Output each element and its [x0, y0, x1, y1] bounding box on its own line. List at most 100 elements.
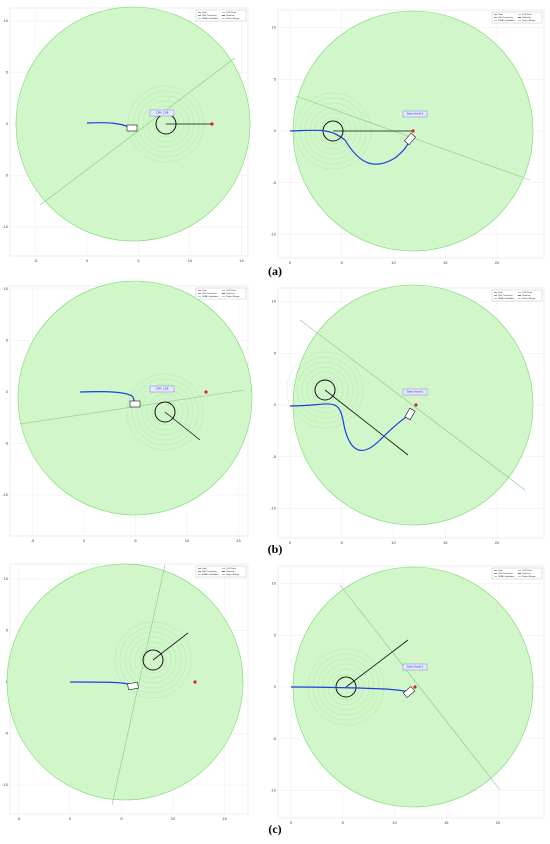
goal	[411, 129, 415, 133]
y-tick-label: 0	[274, 684, 277, 689]
legend-box	[491, 567, 543, 580]
y-tick-label: -10	[270, 506, 277, 511]
usv-boat	[129, 400, 141, 408]
legend-box	[195, 287, 247, 300]
legend-entry: Goal	[202, 568, 207, 570]
usv-boat	[127, 681, 139, 691]
cost-contour	[311, 376, 339, 404]
y-tick-label: 10	[4, 576, 9, 581]
legend-entry: DWA Candidates	[202, 573, 219, 576]
annotation-box	[149, 385, 175, 393]
sector-line	[111, 564, 166, 806]
y-tick-label: -10	[270, 232, 277, 237]
x-tick-label: -5	[31, 538, 35, 543]
x-tick-label: -5	[17, 816, 21, 821]
legend-entry: Goal	[498, 570, 503, 572]
annotation-box	[149, 109, 175, 117]
goal	[413, 685, 417, 689]
legend-entry: USV Trajectory	[498, 16, 514, 19]
legend-entry: USV Trajectory	[498, 294, 514, 297]
legend-entry: USV Trajectory	[202, 570, 218, 573]
x-tick-label: 15	[444, 820, 449, 825]
cost-contour	[146, 393, 184, 431]
legend-entry: Obstacle	[522, 572, 531, 575]
x-tick-label: 10	[185, 538, 190, 543]
panel-label: (a)	[268, 264, 282, 278]
cost-contour	[291, 356, 359, 424]
los-line	[152, 632, 189, 661]
legend-entry: USV Trajectory	[202, 14, 218, 17]
los-line	[164, 411, 201, 441]
y-tick-label: 5	[6, 628, 9, 633]
cost-contour	[136, 383, 194, 441]
cost-contour	[131, 378, 199, 446]
y-tick-label: -5	[4, 731, 8, 736]
legend-entry: Obstacle	[522, 16, 531, 19]
x-tick-label: 5	[341, 260, 344, 265]
usv-boat	[402, 686, 416, 698]
x-tick-label: 20	[495, 540, 500, 545]
x-tick-label: 0	[83, 538, 86, 543]
y-tick-label: -10	[2, 782, 9, 787]
goal	[204, 390, 208, 394]
annotation-box	[402, 663, 428, 671]
x-tick-label: 15	[239, 258, 244, 263]
detect-range	[292, 284, 534, 526]
x-tick-label: -5	[34, 258, 38, 263]
obstacle	[154, 401, 176, 423]
legend-entry: Goal	[202, 12, 207, 14]
y-tick-label: 10	[4, 18, 9, 23]
cost-contour	[134, 641, 172, 679]
legend-entry: Detect Range	[522, 19, 536, 22]
x-tick-label: 5	[134, 538, 137, 543]
cost-contour	[301, 366, 349, 414]
y-tick-label: -10	[270, 788, 277, 793]
usv-boat	[404, 132, 416, 146]
sector-line	[39, 57, 236, 206]
usv-trajectory	[289, 129, 411, 165]
legend-entry: DWA Candidates	[498, 575, 515, 578]
y-tick-label: -5	[272, 454, 276, 459]
x-tick-label: 5	[342, 820, 345, 825]
legend-entry: USV Trajectory	[202, 292, 218, 295]
legend-box	[195, 565, 247, 578]
annotation-box	[402, 110, 428, 118]
usv-trajectory	[290, 686, 410, 693]
y-tick-label: -5	[272, 180, 276, 185]
goal	[210, 122, 214, 126]
annotation: CPA: 2.68	[156, 387, 169, 391]
annotation: CPA: 2.68	[156, 111, 169, 115]
sector-line	[299, 319, 526, 491]
obstacle	[142, 649, 164, 671]
x-tick-label: 10	[391, 540, 396, 545]
y-tick-label: 5	[274, 632, 277, 637]
y-tick-label: -10	[2, 492, 9, 497]
x-tick-label: 5	[137, 258, 140, 263]
cost-contour	[307, 648, 385, 726]
y-tick-label: 10	[272, 25, 277, 30]
legend-entry: LOS Point	[522, 291, 532, 294]
x-tick-label: 15	[222, 816, 227, 821]
cost-contour	[296, 361, 354, 419]
y-tick-label: 0	[6, 121, 9, 126]
legend-entry: Detect Range	[226, 295, 240, 298]
cost-contour	[114, 621, 192, 699]
goal	[414, 403, 418, 407]
cost-contour	[129, 636, 177, 684]
x-tick-label: 20	[496, 820, 501, 825]
x-tick-label: 20	[495, 260, 500, 265]
annotation: Static Avoid-1	[406, 112, 423, 116]
y-tick-label: 5	[274, 76, 277, 81]
y-tick-label: 10	[272, 581, 277, 586]
panel-label: (c)	[268, 822, 281, 836]
cost-contour	[139, 646, 167, 674]
cost-contour	[124, 631, 182, 689]
goal	[193, 680, 197, 684]
legend-entry: Detect Range	[226, 17, 240, 20]
legend-box	[195, 9, 247, 22]
x-tick-label: 10	[392, 820, 397, 825]
